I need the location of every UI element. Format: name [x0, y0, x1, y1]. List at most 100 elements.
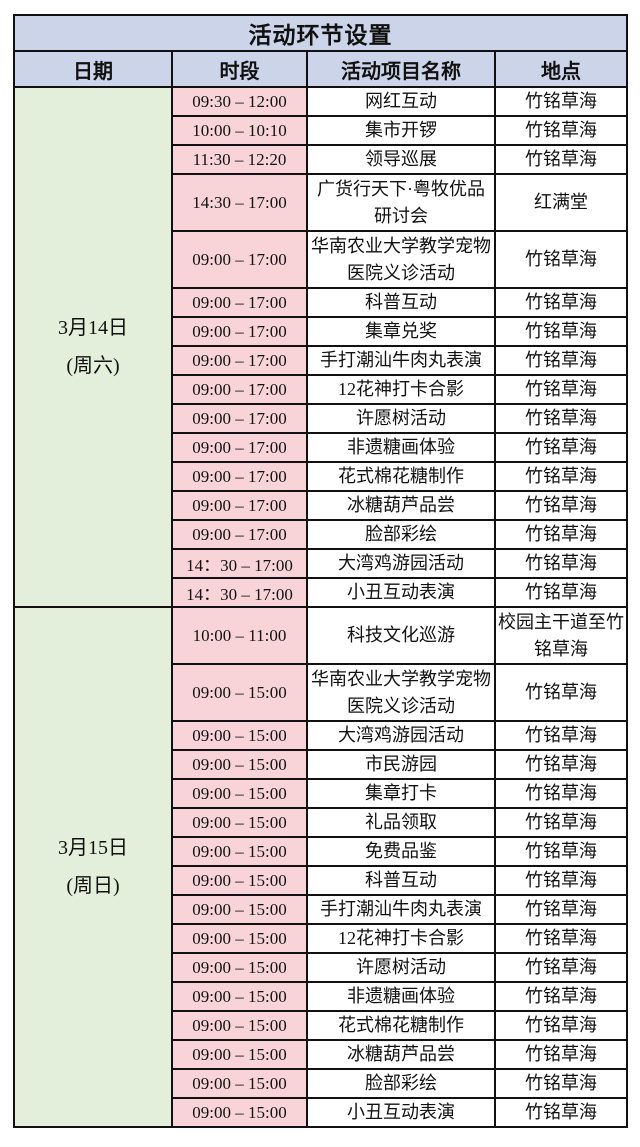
table-body: 3月14日 (周六) 09:30 – 12:00 网红互动 竹铭草海 10:00 – 10…: [13, 86, 628, 1128]
location-cell: 竹铭草海: [494, 807, 628, 838]
weekday-text: (周日): [66, 875, 120, 897]
activity-cell: 网红互动: [306, 86, 496, 117]
time-cell: 14：30 – 17:00: [171, 548, 308, 579]
table-row: 09:00 – 17:00 许愿树活动 竹铭草海: [14, 403, 628, 434]
activity-cell: 许愿树活动: [306, 403, 496, 434]
location-cell: 竹铭草海: [494, 144, 628, 175]
activity-cell: 市民游园: [306, 749, 496, 780]
table-row: 09:00 – 17:00 脸部彩绘 竹铭草海: [14, 519, 628, 550]
activity-cell: 大湾鸡游园活动: [306, 548, 496, 579]
time-cell: 09:00 – 15:00: [171, 981, 308, 1012]
activity-cell: 非遗糖画体验: [306, 432, 496, 463]
table-row: 3月14日 (周六) 09:30 – 12:00 网红互动 竹铭草海: [13, 86, 628, 608]
activity-cell: 大湾鸡游园活动: [306, 720, 496, 751]
location-cell: 竹铭草海: [494, 548, 628, 579]
activity-cell: 华南农业大学教学宠物医院义诊活动: [306, 663, 496, 722]
table-row: 09:00 – 15:00 市民游园 竹铭草海: [14, 749, 628, 780]
table-row: 09:00 – 17:00 科普互动 竹铭草海: [14, 287, 628, 318]
activity-cell: 12花神打卡合影: [306, 374, 496, 405]
date-text: 3月15日: [58, 837, 128, 859]
time-cell: 09:00 – 15:00: [171, 807, 308, 838]
location-cell: 竹铭草海: [494, 778, 628, 809]
table-row: 09:00 – 15:00 华南农业大学教学宠物医院义诊活动 竹铭草海: [14, 663, 628, 722]
table-row: 14：30 – 17:00 小丑互动表演 竹铭草海: [14, 577, 628, 608]
activity-cell: 许愿树活动: [306, 952, 496, 983]
table-row: 09:00 – 15:00 12花神打卡合影 竹铭草海: [14, 923, 628, 954]
table-row: 09:00 – 15:00 大湾鸡游园活动 竹铭草海: [14, 720, 628, 751]
time-cell: 11:30 – 12:20: [171, 144, 308, 175]
table-row: 09:00 – 15:00 脸部彩绘 竹铭草海: [14, 1068, 628, 1099]
location-cell: 竹铭草海: [494, 490, 628, 521]
table-row: 09:00 – 15:00 冰糖葫芦品尝 竹铭草海: [14, 1039, 628, 1070]
activity-cell: 冰糖葫芦品尝: [306, 490, 496, 521]
location-cell: 竹铭草海: [494, 1097, 628, 1128]
activity-cell: 小丑互动表演: [306, 577, 496, 608]
time-cell: 09:00 – 17:00: [171, 519, 308, 550]
table-row: 09:00 – 15:00 手打潮汕牛肉丸表演 竹铭草海: [14, 894, 628, 925]
activity-cell: 花式棉花糖制作: [306, 1010, 496, 1041]
time-cell: 09:00 – 15:00: [171, 952, 308, 983]
location-cell: 竹铭草海: [494, 519, 628, 550]
time-cell: 09:00 – 17:00: [171, 230, 308, 289]
table-row: 09:00 – 15:00 集章打卡 竹铭草海: [14, 778, 628, 809]
table-row: 09:00 – 15:00 免费品鉴 竹铭草海: [14, 836, 628, 867]
location-cell: 竹铭草海: [494, 1068, 628, 1099]
activity-cell: 手打潮汕牛肉丸表演: [306, 894, 496, 925]
activity-cell: 免费品鉴: [306, 836, 496, 867]
activity-cell: 花式棉花糖制作: [306, 461, 496, 492]
table-row: 09:00 – 15:00 小丑互动表演 竹铭草海: [14, 1097, 628, 1128]
column-header-date: 日期: [13, 50, 173, 88]
time-cell: 09:00 – 15:00: [171, 1010, 308, 1041]
table-row: 09:00 – 17:00 冰糖葫芦品尝 竹铭草海: [14, 490, 628, 521]
table-row: 10:00 – 10:10 集市开锣 竹铭草海: [14, 115, 628, 146]
activity-cell: 手打潮汕牛肉丸表演: [306, 345, 496, 376]
time-cell: 09:00 – 15:00: [171, 1097, 308, 1128]
activity-cell: 科普互动: [306, 865, 496, 896]
time-cell: 09:00 – 15:00: [171, 865, 308, 896]
time-cell: 09:00 – 15:00: [171, 1039, 308, 1070]
activity-cell: 华南农业大学教学宠物医院义诊活动: [306, 230, 496, 289]
location-cell: 竹铭草海: [494, 663, 628, 722]
time-cell: 09:00 – 15:00: [171, 663, 308, 722]
location-cell: 竹铭草海: [494, 1039, 628, 1070]
date-cell: 3月15日 (周日): [13, 606, 173, 1128]
table-title-row: 活动环节设置: [13, 14, 628, 52]
location-cell: 竹铭草海: [494, 1010, 628, 1041]
activity-cell: 集市开锣: [306, 115, 496, 146]
time-cell: 09:00 – 15:00: [171, 749, 308, 780]
location-cell: 竹铭草海: [494, 432, 628, 463]
location-cell: 竹铭草海: [494, 952, 628, 983]
time-cell: 09:00 – 17:00: [171, 287, 308, 318]
activity-cell: 非遗糖画体验: [306, 981, 496, 1012]
location-cell: 红满堂: [494, 173, 628, 232]
table-row: 11:30 – 12:20 领导巡展 竹铭草海: [14, 144, 628, 175]
column-header-time: 时段: [171, 50, 308, 88]
table-row: 09:00 – 15:00 科普互动 竹铭草海: [14, 865, 628, 896]
weekday-text: (周六): [66, 355, 120, 377]
table-row: 09:00 – 15:00 许愿树活动 竹铭草海: [14, 952, 628, 983]
time-cell: 09:00 – 17:00: [171, 374, 308, 405]
time-cell: 09:00 – 17:00: [171, 461, 308, 492]
location-cell: 竹铭草海: [494, 981, 628, 1012]
location-cell: 竹铭草海: [494, 287, 628, 318]
column-header-location: 地点: [494, 50, 628, 88]
activity-cell: 科技文化巡游: [306, 606, 496, 665]
table-row: 14:30 – 17:00 广货行天下·粤牧优品研讨会 红满堂: [14, 173, 628, 232]
location-cell: 竹铭草海: [494, 749, 628, 780]
activity-cell: 12花神打卡合影: [306, 923, 496, 954]
location-cell: 竹铭草海: [494, 720, 628, 751]
time-cell: 10:00 – 10:10: [171, 115, 308, 146]
time-cell: 09:00 – 17:00: [171, 316, 308, 347]
table-row: 09:00 – 17:00 华南农业大学教学宠物医院义诊活动 竹铭草海: [14, 230, 628, 289]
date-cell: 3月14日 (周六): [13, 86, 173, 608]
time-cell: 09:00 – 15:00: [171, 923, 308, 954]
time-cell: 09:00 – 17:00: [171, 490, 308, 521]
activity-cell: 小丑互动表演: [306, 1097, 496, 1128]
column-header-activity: 活动项目名称: [306, 50, 496, 88]
activity-cell: 集章打卡: [306, 778, 496, 809]
location-cell: 竹铭草海: [494, 345, 628, 376]
location-cell: 竹铭草海: [494, 577, 628, 608]
activity-cell: 冰糖葫芦品尝: [306, 1039, 496, 1070]
location-cell: 竹铭草海: [494, 115, 628, 146]
